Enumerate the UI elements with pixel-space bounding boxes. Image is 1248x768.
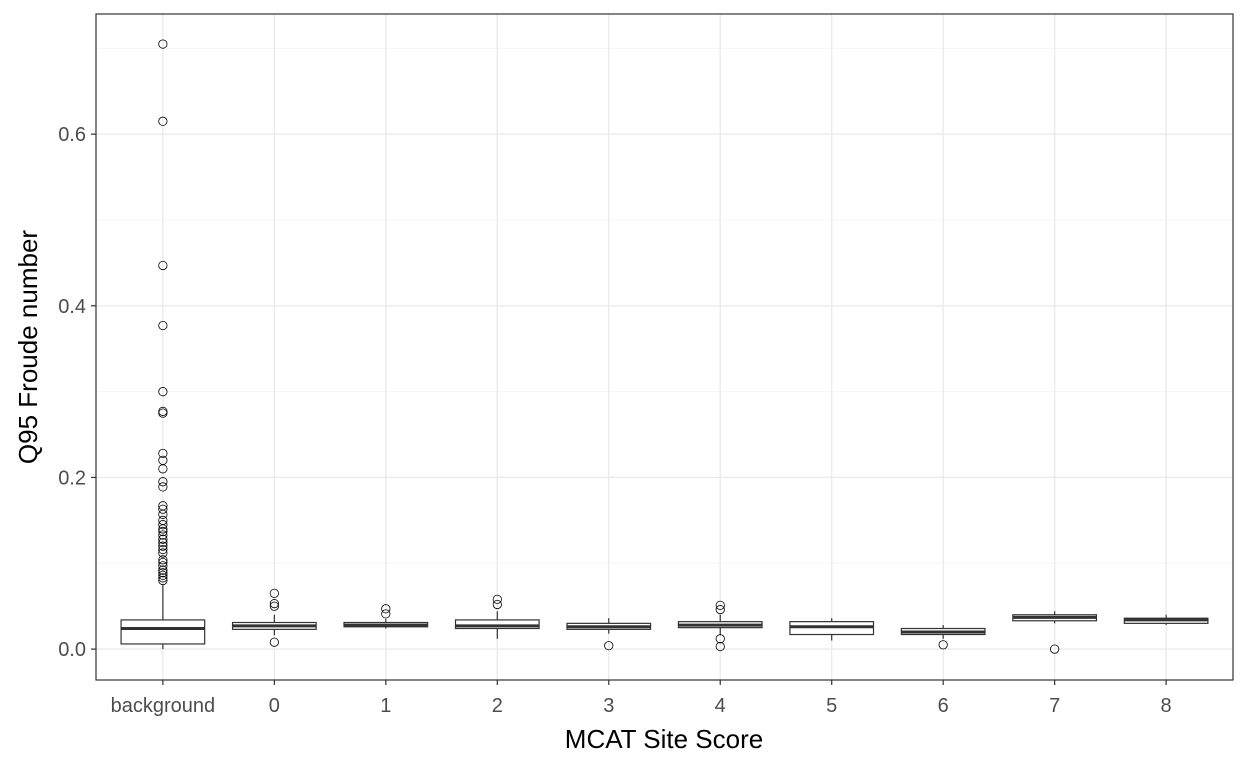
outlier-point bbox=[158, 477, 168, 487]
box-6 bbox=[900, 625, 986, 650]
outlier-point bbox=[158, 530, 168, 540]
outlier-point bbox=[158, 408, 168, 418]
outlier-point bbox=[715, 605, 725, 615]
iqr-box bbox=[120, 619, 206, 645]
outlier-point bbox=[158, 260, 168, 271]
x-tick-label: 5 bbox=[826, 695, 837, 717]
outlier-point bbox=[158, 116, 168, 126]
outlier-point bbox=[158, 504, 168, 514]
box-1 bbox=[343, 604, 429, 629]
y-tick-label: 0.0 bbox=[58, 639, 86, 661]
panel-border bbox=[95, 13, 1234, 681]
outlier-point bbox=[938, 640, 948, 650]
outlier-point bbox=[269, 588, 279, 598]
outlier-point bbox=[158, 534, 168, 544]
y-tick-label: 0.6 bbox=[58, 124, 86, 146]
outlier-point bbox=[158, 557, 168, 568]
axis-layer: 0.0 0.2 0.4 0.6 background 0 1 2 3 4 5 6 7 8 bbox=[58, 124, 1171, 717]
box-layer bbox=[120, 39, 1209, 654]
iqr-box bbox=[454, 619, 540, 630]
outlier-point bbox=[158, 541, 168, 551]
outlier-point bbox=[158, 575, 168, 586]
outlier-point bbox=[381, 609, 391, 619]
x-tick-label: 1 bbox=[380, 695, 391, 717]
x-tick-label: 4 bbox=[715, 695, 726, 717]
outlier-point bbox=[158, 568, 168, 578]
outlier-point bbox=[158, 561, 168, 571]
box-4 bbox=[677, 600, 763, 652]
outlier-point bbox=[715, 600, 725, 610]
box-7 bbox=[1012, 611, 1098, 654]
x-tick-label: 0 bbox=[269, 695, 280, 717]
outlier-point bbox=[158, 526, 168, 537]
x-tick-label: 2 bbox=[492, 695, 503, 717]
outlier-point bbox=[158, 464, 168, 474]
outlier-point bbox=[269, 601, 279, 611]
outlier-point bbox=[269, 637, 279, 647]
outlier-point bbox=[158, 520, 168, 530]
box-3 bbox=[566, 618, 652, 651]
y-tick-label: 0.4 bbox=[58, 296, 86, 318]
outlier-point bbox=[715, 641, 725, 652]
x-tick-label: 6 bbox=[938, 695, 949, 717]
outlier-point bbox=[158, 538, 168, 548]
outlier-point bbox=[158, 387, 168, 397]
box-background bbox=[120, 39, 206, 650]
x-tick-label: background bbox=[111, 695, 216, 717]
x-tick-label: 8 bbox=[1161, 695, 1172, 717]
outlier-point bbox=[492, 594, 502, 604]
y-axis-title: Q95 Froude number bbox=[13, 230, 43, 464]
outlier-point bbox=[158, 570, 168, 580]
box-0 bbox=[231, 588, 317, 647]
box-8 bbox=[1123, 614, 1209, 626]
outlier-point bbox=[158, 555, 168, 565]
outlier-point bbox=[158, 573, 168, 583]
outlier-point bbox=[158, 39, 168, 49]
outlier-point bbox=[492, 599, 502, 610]
outlier-point bbox=[381, 604, 391, 614]
outlier-point bbox=[158, 524, 168, 534]
outlier-point bbox=[158, 548, 168, 558]
outlier-point bbox=[158, 509, 168, 519]
outlier-point bbox=[604, 641, 614, 651]
panel-background bbox=[96, 14, 1233, 680]
x-axis-title: MCAT Site Score bbox=[565, 724, 763, 754]
outlier-point bbox=[158, 482, 168, 492]
x-tick-label: 3 bbox=[603, 695, 614, 717]
box-2 bbox=[454, 594, 540, 639]
grid-layer bbox=[96, 14, 1233, 680]
outlier-point bbox=[269, 599, 279, 609]
outlier-point bbox=[158, 565, 168, 575]
x-tick-label: 7 bbox=[1049, 695, 1060, 717]
outlier-point bbox=[158, 544, 168, 555]
outlier-point bbox=[158, 320, 168, 331]
box-5 bbox=[789, 618, 875, 641]
y-tick-label: 0.2 bbox=[58, 467, 86, 489]
outlier-point bbox=[715, 634, 725, 644]
outlier-point bbox=[1050, 644, 1060, 654]
outlier-point bbox=[158, 448, 168, 459]
